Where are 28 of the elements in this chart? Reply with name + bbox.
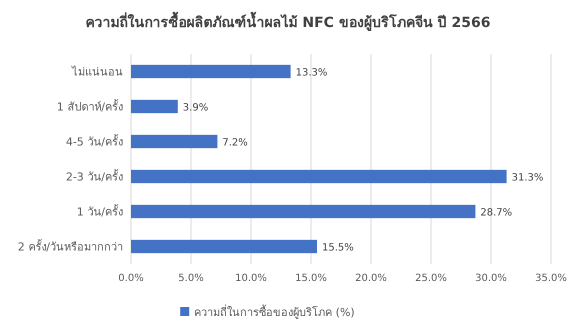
bar bbox=[131, 240, 317, 254]
x-tick-label: 10.0% bbox=[235, 273, 267, 284]
bar bbox=[131, 134, 218, 148]
y-tick-label: 4-5 วัน/ครั้ง bbox=[66, 134, 123, 148]
chart-title: ความถี่ในการซื้อผลิตภัณฑ์น้ำผลไม้ NFC ของผู้บริโภคจีน ปี 2566 bbox=[85, 11, 491, 31]
bar bbox=[131, 204, 476, 218]
data-label: 15.5% bbox=[322, 242, 354, 254]
x-tick-label: 15.0% bbox=[295, 273, 327, 284]
y-tick-label: 2-3 วัน/ครั้ง bbox=[66, 168, 123, 184]
x-tick-label: 35.0% bbox=[535, 273, 567, 284]
bar bbox=[131, 170, 507, 184]
y-tick-label: 1 สัปดาห์/ครั้ง bbox=[56, 98, 123, 114]
data-label: 7.2% bbox=[222, 138, 248, 148]
data-label: 31.3% bbox=[512, 172, 544, 184]
x-tick-label: 30.0% bbox=[475, 273, 507, 284]
bar bbox=[131, 100, 178, 114]
data-label: 3.9% bbox=[182, 102, 208, 114]
y-tick-label: 2 ครั้ง/วันหรือมากกว่า bbox=[18, 238, 123, 254]
bar bbox=[131, 64, 291, 78]
legend-label: ความถี่ในการซื้อของผู้บริโภค (%) bbox=[194, 304, 355, 319]
x-tick-label: 0.0% bbox=[118, 273, 144, 284]
data-label: 28.7% bbox=[480, 208, 512, 218]
x-tick-label: 20.0% bbox=[355, 273, 387, 284]
data-label: 13.3% bbox=[296, 68, 328, 78]
y-tick-label: ไม่แน่นอน bbox=[71, 66, 123, 78]
x-tick-label: 25.0% bbox=[415, 273, 447, 284]
y-tick-label: 1 วัน/ครั้ง bbox=[76, 204, 123, 218]
x-tick-label: 5.0% bbox=[178, 273, 204, 284]
